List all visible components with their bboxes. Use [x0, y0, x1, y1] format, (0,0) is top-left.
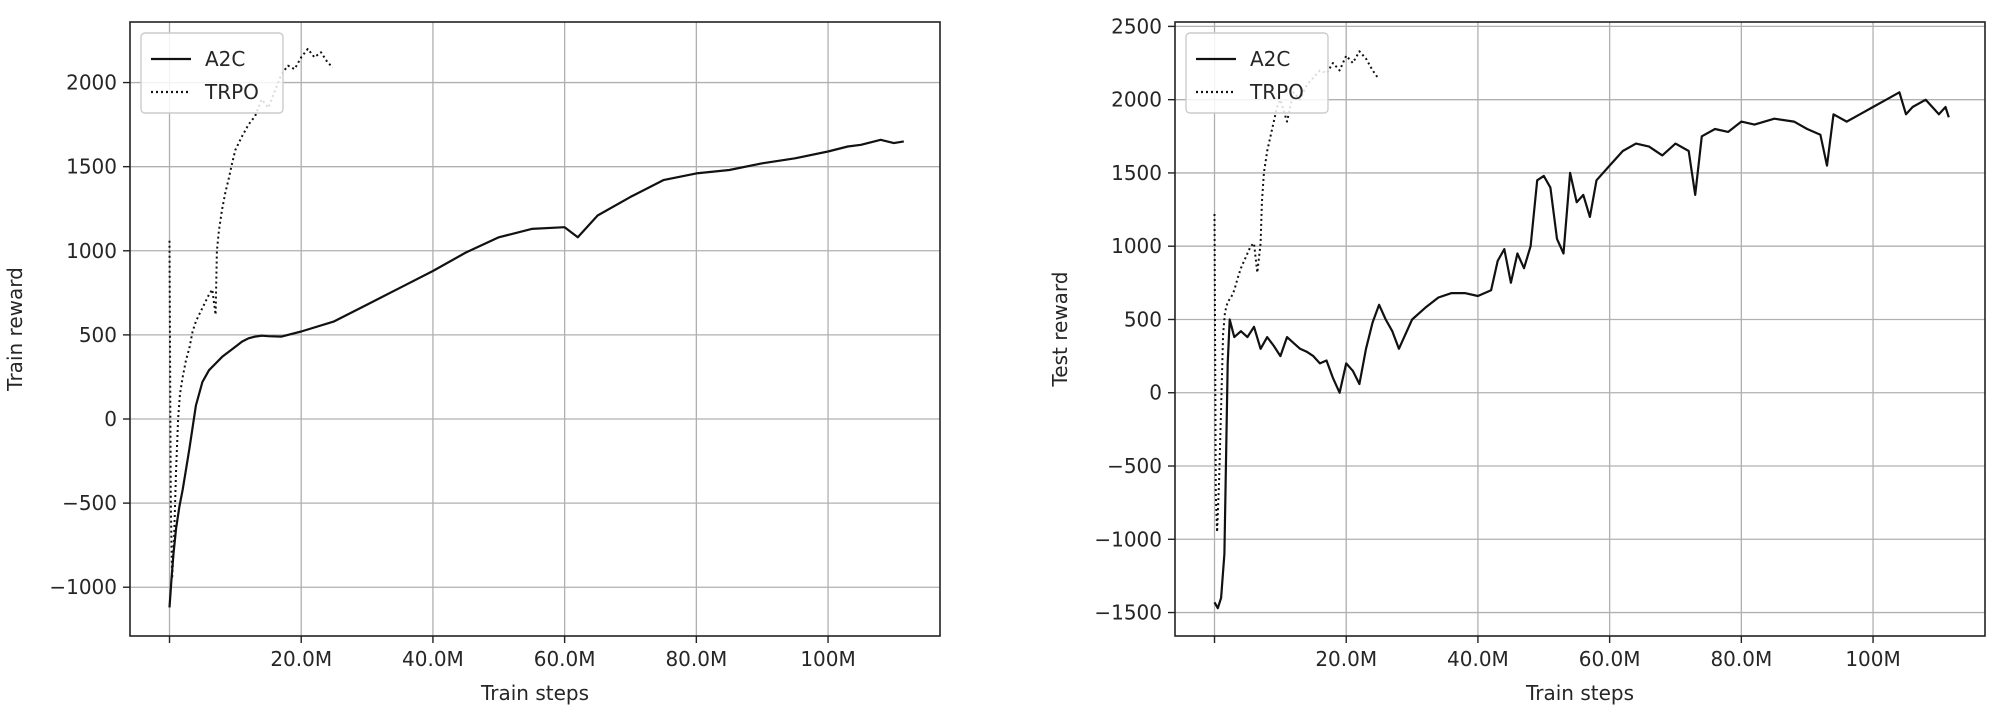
- y-tick-label: −1000: [49, 575, 117, 599]
- y-tick-label: 1500: [1111, 161, 1162, 185]
- y-tick-label: 2000: [66, 71, 117, 95]
- legend-label-trpo: TRPO: [1249, 80, 1304, 104]
- y-axis-label: Test reward: [1048, 271, 1072, 387]
- y-tick-label: 500: [79, 323, 117, 347]
- legend-label-a2c: A2C: [205, 47, 245, 71]
- y-tick-label: 2500: [1111, 14, 1162, 38]
- legend-label-a2c: A2C: [1250, 47, 1290, 71]
- x-tick-label: 20.0M: [1315, 647, 1377, 671]
- x-tick-label: 100M: [1845, 647, 1900, 671]
- x-axis-label: Train steps: [1525, 681, 1634, 705]
- series-line-a2c: [1213, 91, 1950, 610]
- y-tick-label: 1500: [66, 155, 117, 179]
- series-line-a2c: [168, 138, 904, 608]
- x-axis-label: Train steps: [480, 681, 589, 705]
- x-tick-label: 80.0M: [1710, 647, 1772, 671]
- y-tick-label: 0: [104, 407, 117, 431]
- y-tick-label: 0: [1149, 381, 1162, 405]
- x-tick-label: 60.0M: [534, 647, 596, 671]
- x-tick-label: 40.0M: [1447, 647, 1509, 671]
- plot-frame: [129, 21, 941, 637]
- train-reward-panel: 20.0M 40.0M 60.0M 80.0M 100M −1000 −500 0 500 100…: [3, 21, 941, 705]
- x-tick-label: 60.0M: [1579, 647, 1641, 671]
- series-line-trpo: [168, 47, 334, 580]
- y-tick-label: −1000: [1094, 527, 1162, 551]
- series-line-trpo: [1213, 50, 1379, 533]
- legend-label-trpo: TRPO: [204, 80, 259, 104]
- y-tick-label: −500: [62, 491, 117, 515]
- y-axis-label: Train reward: [3, 267, 27, 392]
- y-tick-label: 1000: [1111, 234, 1162, 258]
- x-tick-label: 20.0M: [270, 647, 332, 671]
- y-tick-label: −500: [1107, 454, 1162, 478]
- y-tick-label: −1500: [1094, 601, 1162, 625]
- y-tick-label: 1000: [66, 239, 117, 263]
- y-tick-label: 500: [1124, 307, 1162, 331]
- x-tick-label: 40.0M: [402, 647, 464, 671]
- y-tick-label: 2000: [1111, 88, 1162, 112]
- x-tick-label: 80.0M: [665, 647, 727, 671]
- plot-frame: [1174, 21, 1986, 637]
- x-tick-label: 100M: [800, 647, 855, 671]
- test-reward-panel: 20.0M 40.0M 60.0M 80.0M 100M −1500 −1000 −500 0 5…: [1048, 14, 1986, 705]
